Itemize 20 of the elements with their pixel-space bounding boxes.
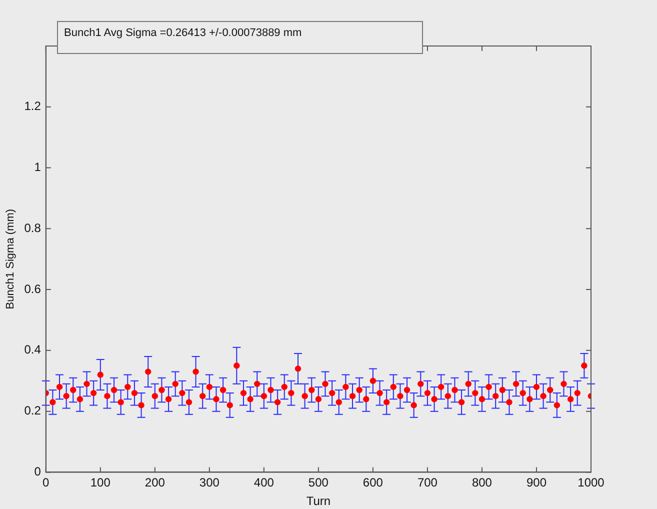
x-tick-label: 1000	[578, 476, 605, 490]
x-tick-label: 300	[199, 476, 220, 490]
x-axis-title: Turn	[306, 494, 331, 508]
x-tick-label: 500	[308, 476, 329, 490]
y-tick-label: 1.2	[24, 99, 42, 114]
x-tick-label: 700	[417, 476, 438, 490]
y-tick-label: 0	[34, 464, 42, 479]
y-tick-label: 0.4	[24, 342, 42, 357]
y-axis-title: Bunch1 Sigma (mm)	[4, 208, 17, 310]
note-box: Bunch1 Avg Sigma =0.26413 +/-0.00073889 mm	[57, 21, 423, 54]
y-tick-label: 1	[34, 160, 42, 174]
x-tick-label: 900	[526, 476, 547, 490]
y-tick-label: 0.2	[24, 404, 42, 418]
y-tick-label: 0.8	[24, 220, 42, 235]
y-tick-label: 0.6	[24, 282, 42, 296]
x-tick-label: 800	[472, 476, 492, 490]
x-tick-label: 100	[90, 476, 111, 490]
x-tick-label: 400	[254, 476, 274, 490]
x-tick-label: 600	[362, 476, 384, 490]
x-tick-label: 200	[144, 476, 166, 490]
